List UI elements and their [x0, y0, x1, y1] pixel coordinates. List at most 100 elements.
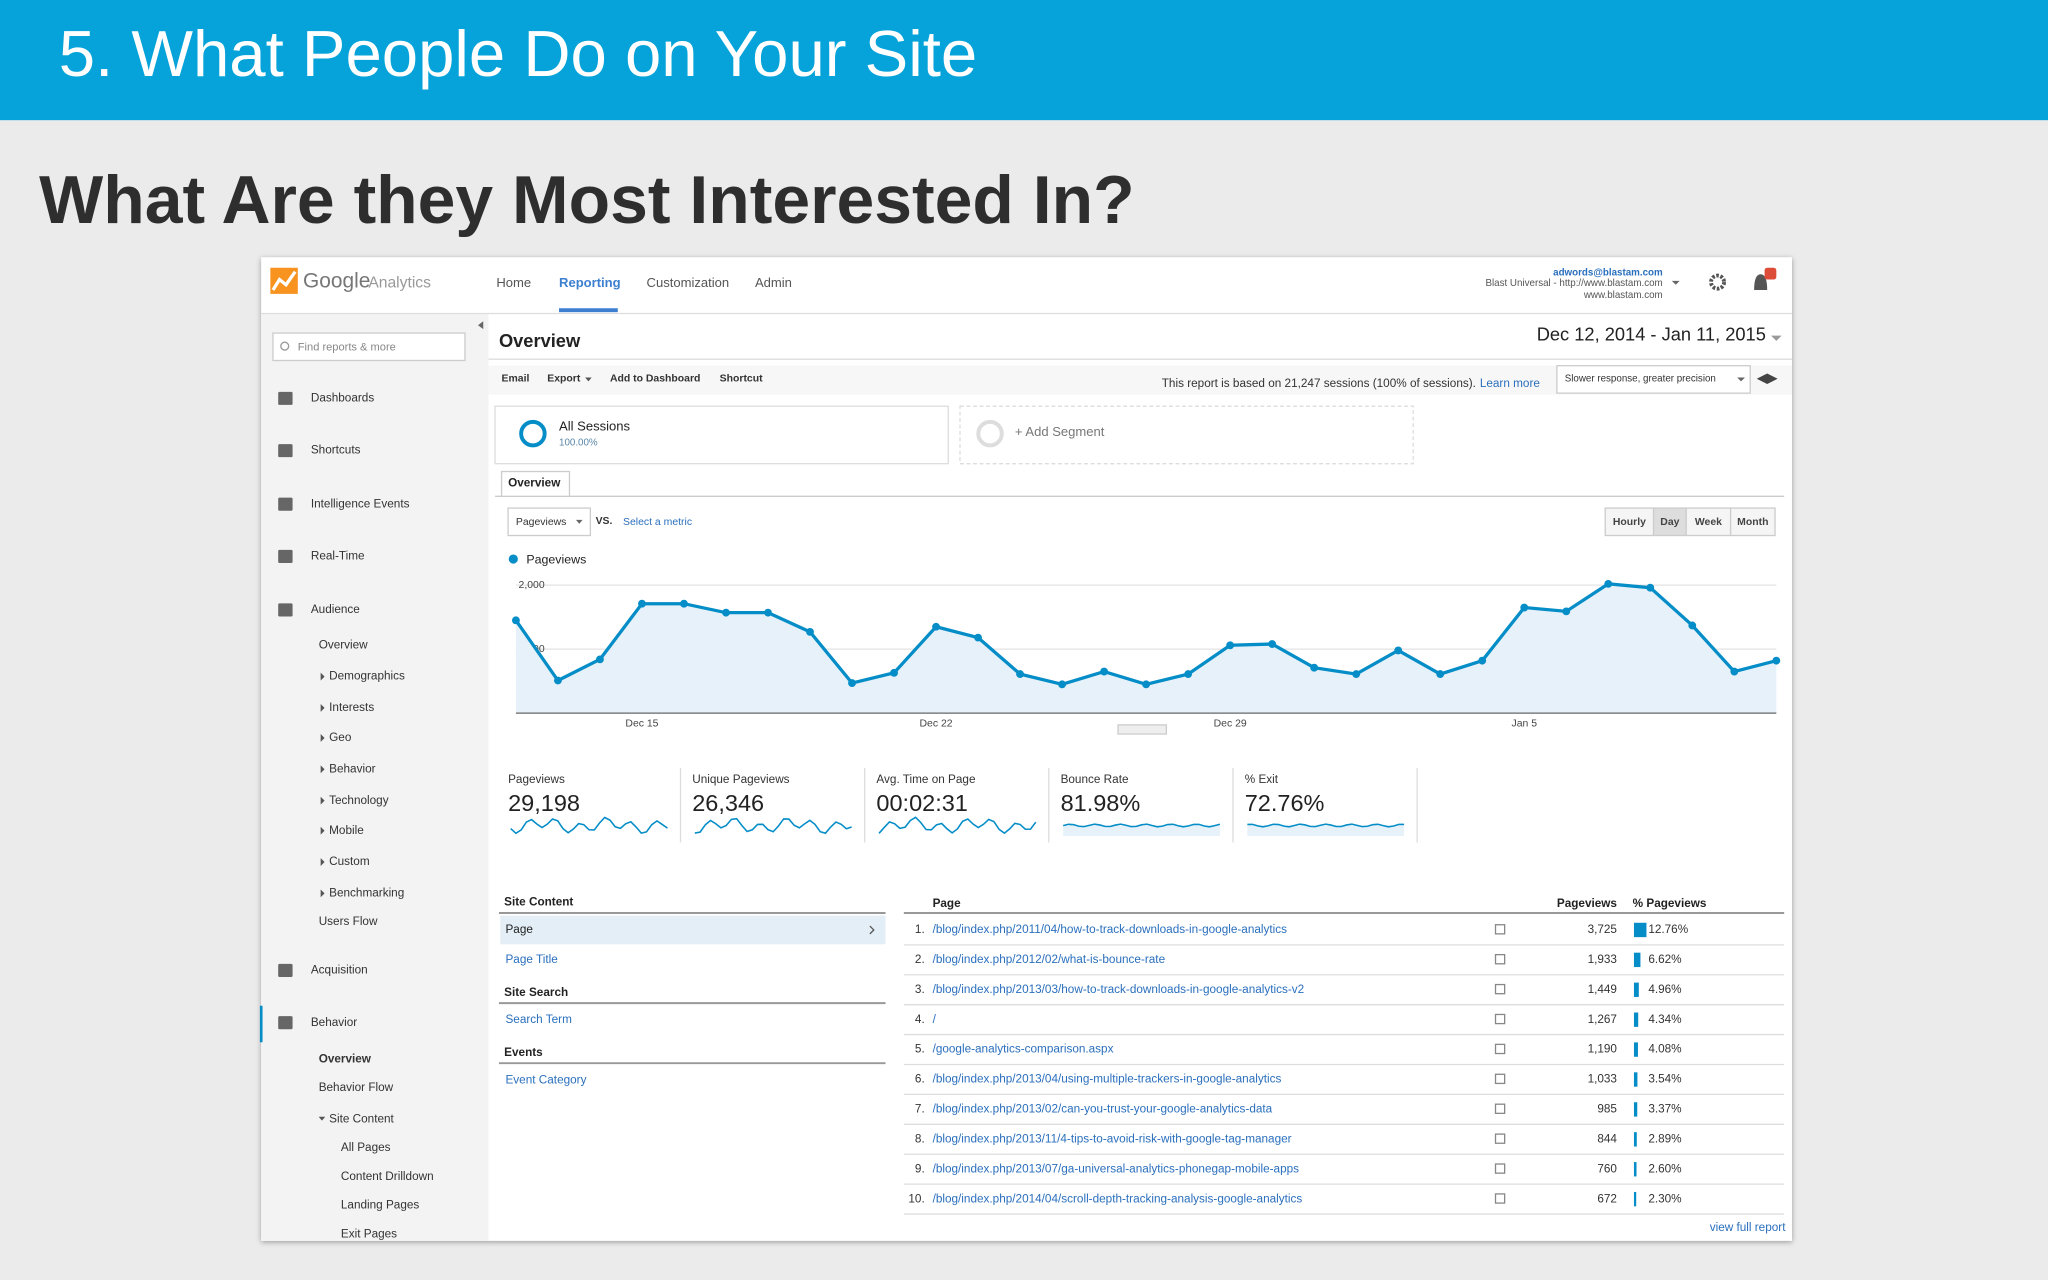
- sidebar-item[interactable]: Real-Time: [311, 550, 365, 563]
- open-page-icon[interactable]: [1494, 983, 1506, 995]
- sampling-note: This report is based on 21,247 sessions …: [1162, 377, 1476, 390]
- scorecard-value: 26,346: [692, 790, 764, 816]
- precision-select[interactable]: [1556, 365, 1751, 394]
- sidebar-item[interactable]: Geo: [329, 731, 352, 744]
- pageviews-cell: 985: [1597, 1103, 1617, 1116]
- pct-cell: 4.34%: [1648, 1013, 1682, 1026]
- open-page-icon[interactable]: [1494, 1043, 1506, 1055]
- granularity-button[interactable]: [1729, 507, 1776, 537]
- toolbar-button[interactable]: Shortcut: [720, 374, 763, 385]
- expander: [320, 889, 325, 898]
- tab[interactable]: [500, 470, 571, 497]
- sidebar-item[interactable]: Mobile: [329, 824, 364, 837]
- page-link[interactable]: /blog/index.php/2012/02/what-is-bounce-r…: [933, 953, 1166, 966]
- dimension-link[interactable]: Search Term: [505, 1013, 572, 1026]
- dimension-link[interactable]: Event Category: [505, 1073, 586, 1086]
- sidebar-item[interactable]: Exit Pages: [341, 1227, 397, 1240]
- add-segment-box[interactable]: [959, 405, 1414, 465]
- granularity-label: Day: [1660, 517, 1679, 528]
- nav-item[interactable]: Admin: [755, 275, 792, 290]
- open-page-icon[interactable]: [1494, 953, 1506, 965]
- page-link[interactable]: /blog/index.php/2013/03/how-to-track-dow…: [933, 983, 1305, 996]
- account-view[interactable]: www.blastam.com: [1583, 290, 1663, 301]
- scorecard-label: Bounce Rate: [1061, 773, 1129, 786]
- page-link[interactable]: /blog/index.php/2013/04/using-multiple-t…: [933, 1073, 1282, 1086]
- segment-box[interactable]: [494, 405, 949, 465]
- scorecard-value: 29,198: [508, 790, 580, 816]
- collapse-arrow[interactable]: [478, 321, 484, 330]
- account-property[interactable]: Blast Universal - http://www.blastam.com: [1485, 278, 1662, 289]
- metric-select[interactable]: [507, 507, 592, 537]
- sidebar-item[interactable]: Demographics: [329, 670, 405, 683]
- page-link[interactable]: /blog/index.php/2013/11/4-tips-to-avoid-…: [933, 1132, 1292, 1145]
- search-box[interactable]: [272, 332, 466, 362]
- toolbar-button[interactable]: Email: [502, 374, 530, 385]
- page-link[interactable]: /: [933, 1013, 937, 1026]
- sidebar-item[interactable]: Landing Pages: [341, 1199, 420, 1212]
- open-page-icon[interactable]: [1494, 1163, 1506, 1174]
- point: [806, 627, 814, 636]
- toolbar-button[interactable]: Export: [547, 374, 581, 385]
- nav-item[interactable]: Reporting: [559, 275, 621, 290]
- chart-resize-handle[interactable]: [1117, 724, 1168, 735]
- sidebar-item[interactable]: Technology: [329, 794, 389, 807]
- logo-brand: Google: [303, 270, 370, 293]
- open-page-icon[interactable]: [1494, 924, 1506, 935]
- nav-item[interactable]: Customization: [647, 275, 730, 290]
- sidebar-icon: [278, 444, 293, 458]
- open-page-icon[interactable]: [1494, 1193, 1506, 1204]
- view-full-report-link[interactable]: view full report: [1710, 1221, 1786, 1234]
- caret: [1671, 280, 1680, 285]
- sidebar-item[interactable]: Benchmarking: [329, 886, 404, 899]
- dimension-link[interactable]: Page Title: [505, 953, 558, 966]
- open-page-icon[interactable]: [1494, 1133, 1506, 1144]
- x-tick-label: Dec 15: [625, 718, 658, 729]
- page-link[interactable]: /google-analytics-comparison.aspx: [933, 1043, 1114, 1056]
- sidebar-item[interactable]: Intelligence Events: [311, 497, 410, 510]
- sidebar-item[interactable]: Behavior: [311, 1016, 357, 1029]
- open-page-icon[interactable]: [1494, 1103, 1506, 1114]
- page-link[interactable]: /blog/index.php/2011/04/how-to-track-dow…: [933, 923, 1288, 936]
- sidebar-item[interactable]: Dashboards: [311, 391, 374, 404]
- sidebar-item[interactable]: Behavior Flow: [319, 1081, 394, 1094]
- sidebar-item[interactable]: Shortcuts: [311, 444, 361, 457]
- sampling-icon[interactable]: [1756, 373, 1778, 384]
- sidebar-item[interactable]: Audience: [311, 603, 360, 616]
- toolbar-button[interactable]: Add to Dashboard: [610, 374, 700, 385]
- sidebar-item[interactable]: Content Drilldown: [341, 1170, 434, 1183]
- notifications-icon[interactable]: [1754, 267, 1777, 290]
- nav-item[interactable]: Home: [496, 275, 531, 290]
- page-link[interactable]: /blog/index.php/2013/07/ga-universal-ana…: [933, 1162, 1300, 1175]
- dimension-link[interactable]: Page: [505, 923, 533, 936]
- select-metric-link[interactable]: Select a metric: [623, 517, 692, 528]
- sidebar-item[interactable]: Behavior: [329, 762, 375, 775]
- add-segment[interactable]: + Add Segment: [1015, 424, 1105, 439]
- sidebar-item[interactable]: Custom: [329, 855, 370, 868]
- page-link[interactable]: /blog/index.php/2013/02/can-you-trust-yo…: [933, 1103, 1273, 1116]
- open-page-icon[interactable]: [1494, 1073, 1506, 1085]
- sidebar-item[interactable]: Users Flow: [319, 915, 378, 928]
- sidebar-item[interactable]: All Pages: [341, 1141, 391, 1154]
- account-email[interactable]: adwords@blastam.com: [1553, 268, 1663, 279]
- pct-bar: [1633, 922, 1647, 938]
- point: [554, 676, 562, 685]
- sidebar-item[interactable]: Acquisition: [311, 964, 368, 977]
- sidebar-item[interactable]: Overview: [319, 1052, 372, 1065]
- point: [1226, 641, 1235, 650]
- sidebar-item[interactable]: Interests: [329, 701, 374, 714]
- open-page-icon[interactable]: [1494, 1013, 1506, 1025]
- sidebar-item[interactable]: Site Content: [329, 1112, 394, 1125]
- point: [848, 679, 856, 687]
- sidebar-item[interactable]: Overview: [319, 638, 368, 651]
- page-link[interactable]: /blog/index.php/2014/04/scroll-depth-tra…: [933, 1192, 1303, 1205]
- learn-more-link[interactable]: Learn more: [1480, 377, 1541, 390]
- segment-name: All Sessions: [559, 419, 631, 434]
- pct-bar: [1633, 952, 1641, 968]
- date-range[interactable]: Dec 12, 2014 - Jan 11, 2015: [1537, 324, 1766, 345]
- pct-cell: 6.62%: [1648, 953, 1682, 966]
- point: [722, 608, 730, 617]
- settings-icon[interactable]: [1709, 273, 1727, 291]
- expander: [320, 858, 325, 866]
- tab-label[interactable]: Overview: [508, 476, 561, 489]
